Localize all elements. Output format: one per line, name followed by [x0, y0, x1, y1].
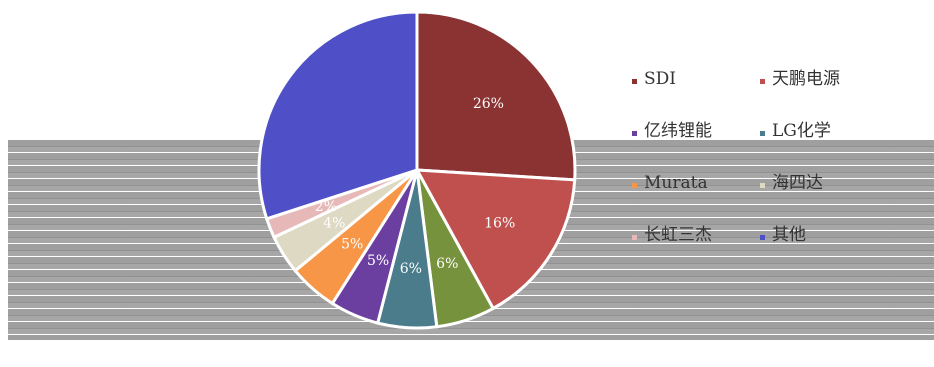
data-label-6: 4%: [323, 215, 345, 231]
legend-label-6: 长虹三杰: [644, 225, 712, 245]
legend-swatch-2: [632, 131, 637, 136]
data-label-4: 5%: [367, 253, 389, 269]
legend-swatch-6: [632, 235, 637, 240]
data-label-3: 6%: [400, 261, 422, 277]
legend-swatch-5: [760, 183, 765, 188]
legend-label-1: 天鹏电源: [772, 69, 840, 89]
pie-slice-0: [415, 10, 577, 182]
pie-slice-1: [414, 168, 577, 311]
legend-swatch-1: [760, 79, 765, 84]
legend-label-5: 海四达: [772, 173, 823, 193]
legend-label-2: 亿纬锂能: [644, 121, 712, 141]
data-label-1: 16%: [484, 215, 515, 231]
legend-swatch-4: [632, 183, 637, 188]
legend-label-0: SDI: [644, 69, 676, 89]
pie-slice-8: [257, 10, 419, 221]
legend-swatch-3: [760, 131, 765, 136]
legend-label-7: 其他: [772, 225, 806, 245]
legend-label-3: LG化学: [772, 121, 831, 141]
data-label-0: 26%: [473, 96, 504, 112]
legend-swatch-0: [632, 79, 637, 84]
legend-label-4: Murata: [644, 173, 708, 193]
data-label-5: 5%: [341, 236, 363, 252]
legend-swatch-7: [760, 235, 765, 240]
data-label-2: 6%: [436, 256, 458, 272]
data-label-7: 2%: [315, 199, 337, 215]
